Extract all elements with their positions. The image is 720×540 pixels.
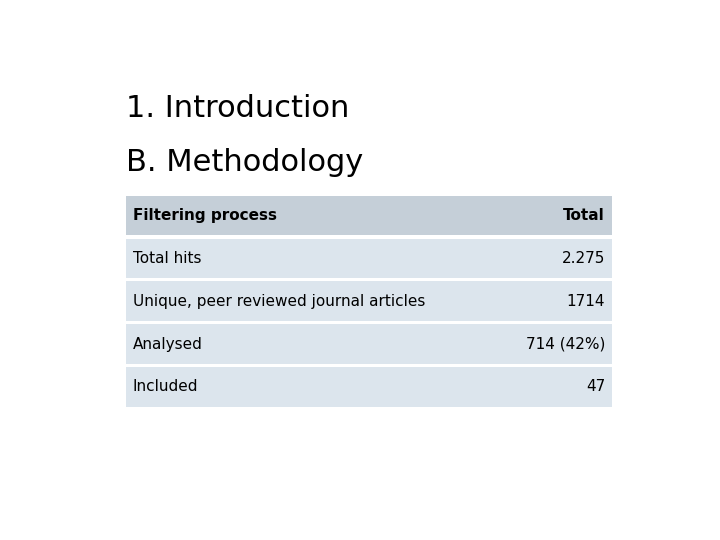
Bar [500, 324, 612, 364]
Text: Total hits: Total hits [133, 251, 202, 266]
Text: Analysed: Analysed [133, 336, 203, 352]
Text: 714 (42%): 714 (42%) [526, 336, 605, 352]
Bar [126, 367, 500, 407]
Text: Filtering process: Filtering process [133, 208, 277, 223]
Bar [500, 281, 612, 321]
Bar [126, 281, 500, 321]
Text: 2.275: 2.275 [562, 251, 605, 266]
Text: Included: Included [133, 379, 199, 394]
Text: 47: 47 [586, 379, 605, 394]
Text: 1714: 1714 [567, 294, 605, 309]
Text: Unique, peer reviewed journal articles: Unique, peer reviewed journal articles [133, 294, 426, 309]
Bar [500, 239, 612, 278]
Text: Total: Total [563, 208, 605, 223]
Text: B. Methodology: B. Methodology [126, 148, 364, 177]
Text: 1. Introduction: 1. Introduction [126, 94, 350, 123]
Bar [500, 196, 612, 235]
Bar [500, 367, 612, 407]
Bar [126, 239, 500, 278]
Bar [126, 324, 500, 364]
Bar [126, 196, 500, 235]
